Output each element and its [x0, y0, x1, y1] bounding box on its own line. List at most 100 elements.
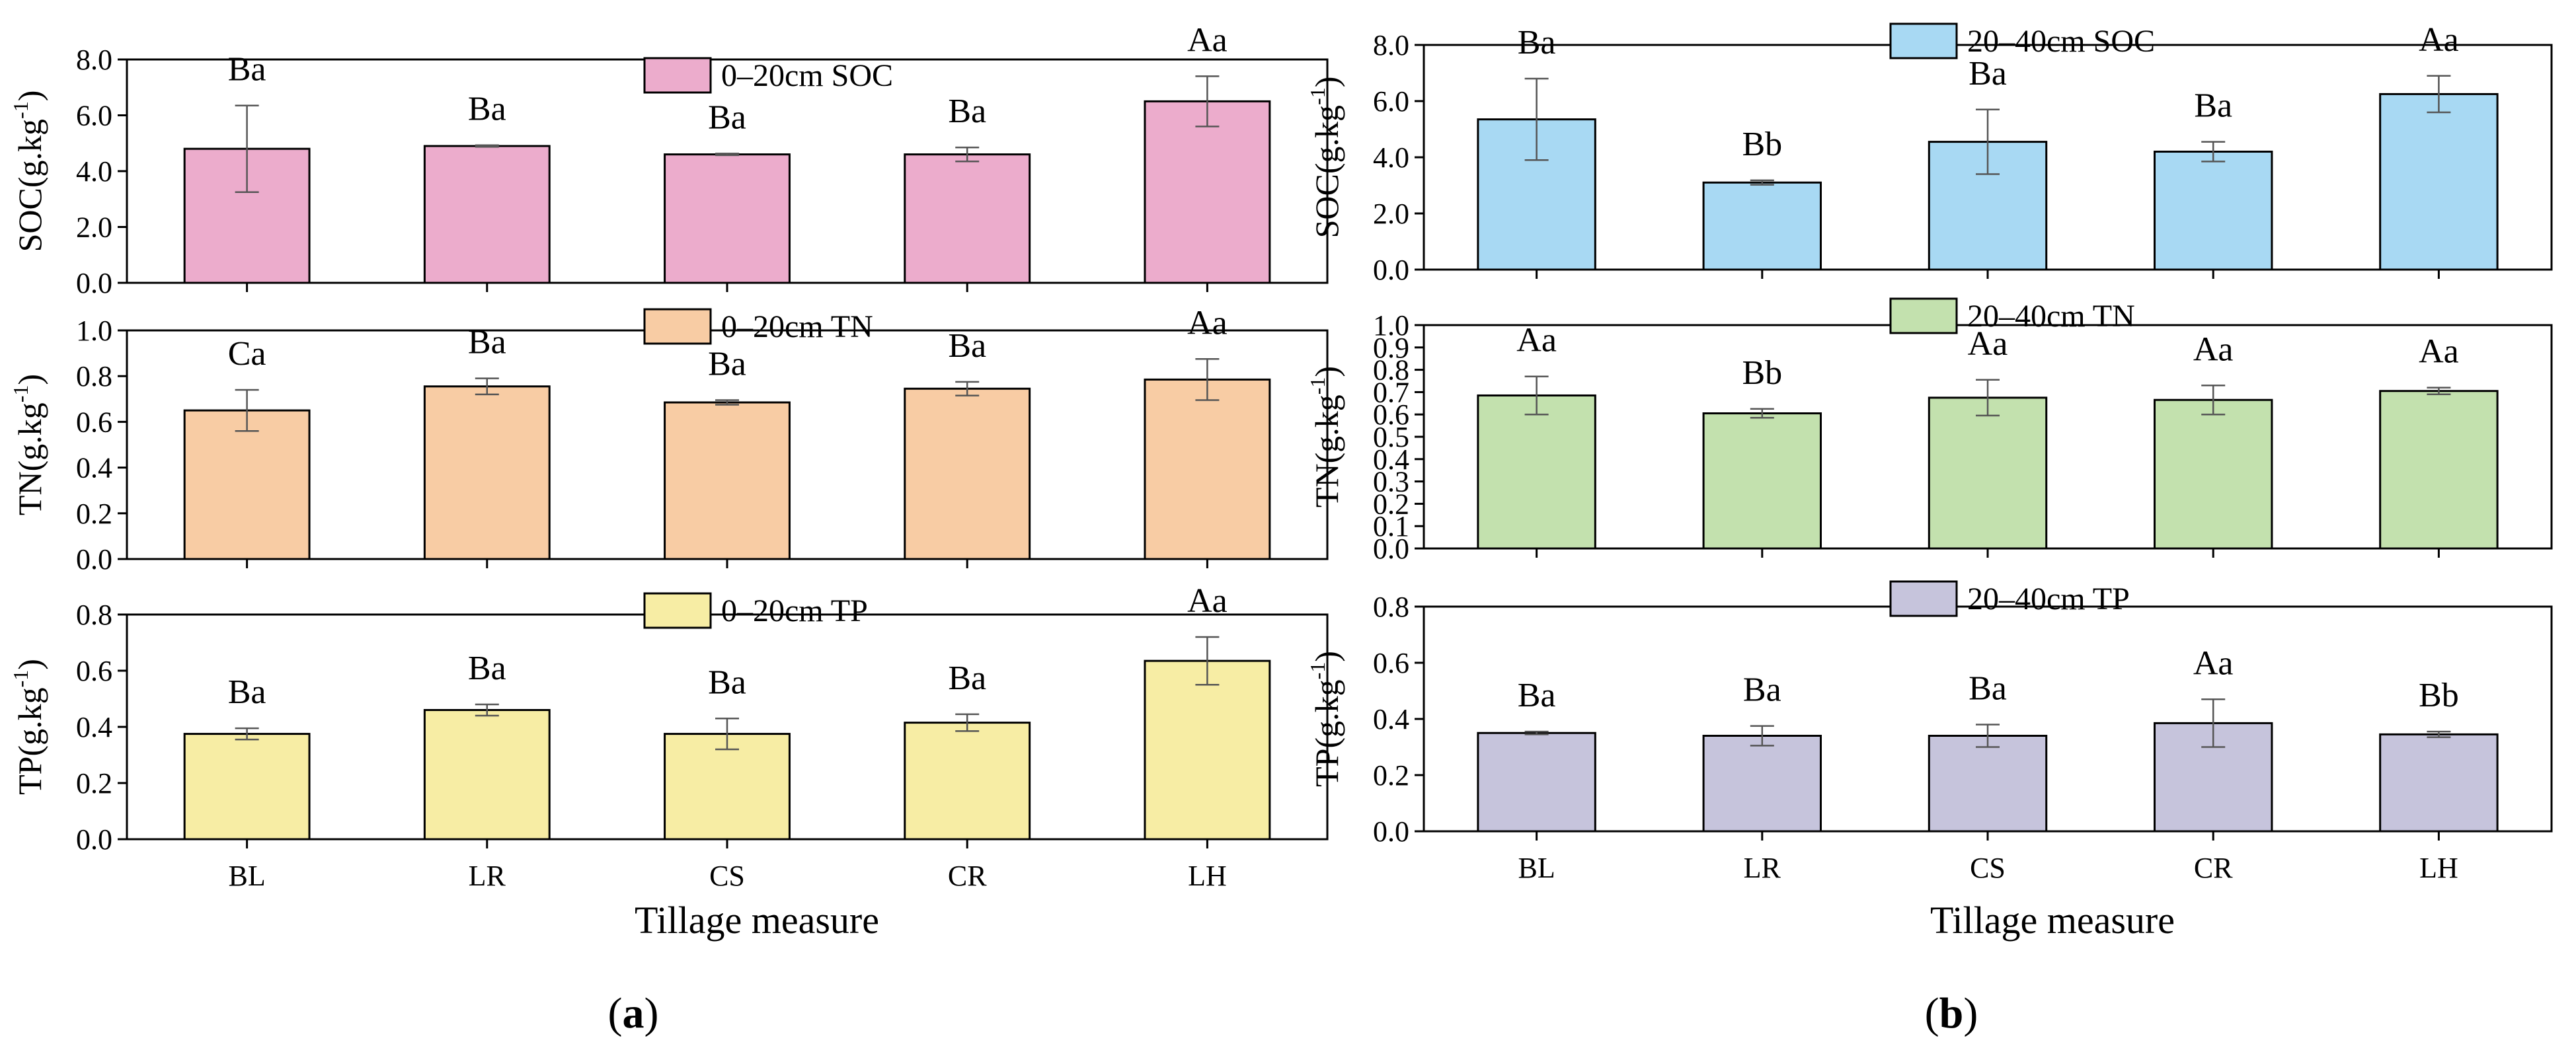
chart-b-2: 0.0 0.2 0.4 0.6 0.8 TP(g.kg-1) Ba BL Ba LR Ba CS Aa C… [1306, 580, 2553, 884]
y-axis-title-superscript: -1 [9, 670, 32, 688]
panel-label-a-open: ( [608, 989, 623, 1037]
bar-CR [2153, 398, 2273, 550]
bar-CR [2153, 151, 2273, 271]
legend-label: 0–20cm TP [721, 593, 868, 628]
y-tick-label: 0.0 [76, 543, 112, 576]
y-tick-label: 0.4 [76, 452, 112, 484]
y-tick-label: 0.0 [1373, 254, 1409, 286]
y-tick-label: 8.0 [1373, 29, 1409, 61]
y-tick-label: 4.0 [1373, 141, 1409, 174]
x-tick-label-CR: CR [2194, 852, 2233, 884]
y-axis-title-end: ) [11, 659, 48, 670]
significance-label-LR: Ba [1743, 671, 1781, 709]
y-tick-label: 1.0 [76, 315, 112, 347]
y-tick-label: 0.4 [1373, 443, 1409, 476]
significance-label-CS: Ba [1969, 55, 2007, 93]
x-tick-label-CR: CR [948, 860, 987, 892]
legend-swatch [643, 308, 712, 345]
chart-b-1: 0.00.10.20.30.40.50.60.70.80.91.0 TN(g.kg… [1306, 297, 2553, 565]
y-tick-label: 0.2 [76, 498, 112, 530]
y-axis-title-superscript: -1 [1306, 377, 1329, 395]
x-tick-label-CS: CS [709, 860, 745, 892]
y-tick-label: 2.0 [76, 211, 112, 244]
y-axis-title: TP(g.kg-1) [9, 659, 48, 795]
legend-swatch [643, 57, 712, 94]
y-axis-title-main: TP(g.kg [11, 687, 48, 795]
y-tick-label: 0.6 [76, 655, 112, 687]
y-tick-label: 6.0 [1373, 85, 1409, 118]
y-axis-title-superscript: -1 [1306, 662, 1329, 680]
y-tick-label: 0.8 [1373, 354, 1409, 387]
significance-label-CR: Ba [948, 659, 986, 697]
x-tick-label-CS: CS [1970, 852, 2006, 884]
legend-swatch [1889, 297, 1958, 334]
bar-CS [664, 733, 791, 841]
y-axis-title-main: TP(g.kg [1308, 679, 1345, 787]
significance-label-CR: Ba [948, 327, 986, 365]
y-tick-label: 0.5 [1373, 421, 1409, 453]
significance-label-BL: Ba [1518, 24, 1556, 61]
panel-label-b-close: ) [1963, 989, 1978, 1037]
y-axis-title: SOC(g.kg-1) [1306, 77, 1345, 239]
x-axis-title-b: Tillage measure [1930, 899, 2175, 942]
y-axis-title-end: ) [1308, 77, 1345, 88]
significance-label-CS: Ba [1969, 670, 2007, 708]
y-axis-title-end: ) [1308, 366, 1345, 377]
y-tick-label: 0.4 [76, 711, 112, 743]
y-tick-label: 0.6 [1373, 647, 1409, 679]
significance-label-LH: Aa [1187, 582, 1228, 620]
y-tick-label: 0.2 [1373, 759, 1409, 792]
legend: 20–40cm TP [1889, 580, 2130, 617]
x-tick-label-LR: LR [469, 860, 506, 892]
bar-BL [1477, 731, 1596, 833]
significance-label-CS: Aa [1968, 325, 2008, 363]
x-tick-label-LH: LH [1188, 860, 1227, 892]
y-tick-label: 0.6 [76, 406, 112, 438]
significance-label-LR: Bb [1742, 354, 1782, 392]
bar-CR [904, 722, 1031, 841]
x-tick-label-BL: BL [1518, 852, 1555, 884]
y-axis-title-superscript: -1 [9, 101, 32, 119]
panel-label-b: (b) [1925, 989, 1978, 1037]
bar-LH [2379, 390, 2499, 550]
y-axis-title-end: ) [1308, 651, 1345, 662]
y-axis-title-main: SOC(g.kg [1308, 105, 1345, 238]
legend-swatch [1889, 22, 1958, 59]
y-tick-label: 0.2 [1373, 488, 1409, 520]
y-tick-label: 0.2 [76, 767, 112, 800]
bar-CS [664, 401, 791, 560]
y-tick-label: 0.0 [76, 267, 112, 299]
y-tick-label: 0.9 [1373, 332, 1409, 364]
chart-a-2: 0.00.20.40.60.8TP(g.kg-1)BaBLBaLRBaCSBaC… [9, 582, 1329, 892]
bar-LR [1702, 181, 1822, 271]
y-tick-label: 0.7 [1373, 376, 1409, 408]
y-tick-label: 0.0 [76, 823, 112, 856]
y-tick-label: 8.0 [76, 44, 112, 76]
significance-label-CR: Ba [2194, 87, 2232, 125]
y-axis-title-main: TN(g.kg [1308, 394, 1345, 507]
y-tick-label: 2.0 [1373, 198, 1409, 230]
y-tick-label: 0.8 [1373, 591, 1409, 623]
bar-LH [2379, 733, 2499, 833]
y-axis-title-main: SOC(g.kg [11, 119, 48, 252]
panel-label-a-letter: a [623, 989, 644, 1037]
legend-label: 20–40cm TN [1967, 299, 2135, 334]
legend-label: 0–20cm TN [721, 309, 873, 344]
panel-label-b-open: ( [1925, 989, 1939, 1037]
y-tick-label: 0.0 [1373, 815, 1409, 848]
bar-CR [904, 387, 1031, 560]
bar-LR [423, 385, 551, 560]
legend-swatch [1889, 580, 1958, 617]
legend-label: 20–40cm SOC [1967, 24, 2155, 59]
significance-label-CS: Ba [708, 98, 746, 136]
significance-label-BL: Ba [228, 51, 266, 89]
y-axis-title-superscript: -1 [9, 385, 32, 403]
y-axis-title: TP(g.kg-1) [1306, 651, 1345, 787]
bar-BL [1477, 394, 1596, 550]
y-tick-label: 0.8 [76, 360, 112, 393]
legend: 20–40cm SOC [1889, 22, 2155, 59]
significance-label-LH: Aa [2419, 333, 2459, 371]
significance-label-CR: Ba [948, 93, 986, 130]
